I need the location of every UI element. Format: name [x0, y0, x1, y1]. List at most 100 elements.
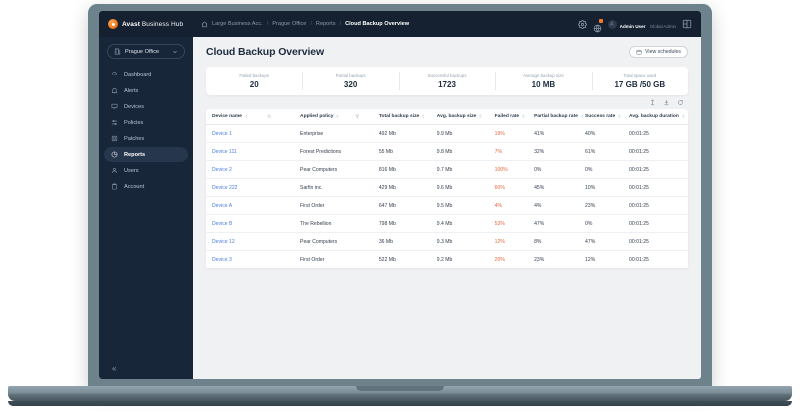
laptop-foot — [8, 401, 792, 406]
user-avatar-icon — [607, 19, 617, 29]
building-icon — [114, 48, 121, 55]
top-bar-actions: Admin User Global Admin — [577, 15, 701, 33]
device-link[interactable]: Device B — [212, 220, 233, 227]
sidebar-item-users[interactable]: Users — [104, 163, 188, 178]
column-header-total-backup-size[interactable]: Total backup size — [372, 109, 431, 125]
refresh-icon[interactable] — [677, 99, 684, 106]
breadcrumb-item-2[interactable]: Reports — [315, 21, 336, 27]
search-icon[interactable] — [267, 114, 272, 119]
user-icon — [112, 167, 117, 173]
table-row[interactable]: Device 222 Sarfin inc. 429 Mb 9.6 Mb 60%… — [206, 178, 688, 197]
sidebar-item-alerts[interactable]: Alerts — [104, 83, 188, 98]
brand-logo-area[interactable]: Avast Business Hub — [99, 19, 193, 29]
device-link[interactable]: Device 2 — [212, 166, 232, 173]
filter-icon[interactable] — [355, 114, 360, 119]
cell-avg-backup-size: 9.9 Mb — [430, 124, 489, 143]
cell-device-name[interactable]: Device B — [206, 214, 295, 233]
table-row[interactable]: Device 1 Enterprise 492 Mb 9.9 Mb 19% 41… — [206, 124, 688, 143]
app-window: Avast Business Hub Large Business Acc. /… — [99, 11, 701, 379]
user-role: Global Admin — [649, 24, 676, 30]
column-header-applied-policy[interactable]: Applied policy — [294, 109, 373, 125]
cell-device-name[interactable]: Device 222 — [206, 178, 295, 197]
cell-applied-policy: The Rebellion — [294, 214, 373, 233]
sidebar-item-dashboard[interactable]: Dashboard — [104, 67, 188, 82]
cell-failed-rate: 100% — [488, 160, 529, 179]
column-header-partial-backup-rate[interactable]: Partial backup rate — [528, 109, 584, 125]
cell-partial-backup-rate: 0% — [528, 160, 580, 179]
device-link[interactable]: Device 111 — [212, 148, 237, 155]
table-row[interactable]: Device 12 Pear Computers 36 Mb 9.3 Mb 12… — [206, 232, 688, 251]
sidebar-item-policies[interactable]: Policies — [104, 115, 188, 130]
column-header-avg-backup-size[interactable]: Avg. backup size — [430, 109, 489, 125]
chevron-down-icon — [173, 50, 177, 53]
cell-avg-backup-size: 9.7 Mb — [430, 160, 489, 179]
laptop-notch — [356, 386, 444, 391]
main-content: Cloud Backup Overview View schedules Fai… — [193, 37, 701, 379]
table-row[interactable]: Device B The Rebellion 798 Mb 9.4 Mb 53%… — [206, 214, 688, 233]
cell-device-name[interactable]: Device 2 — [206, 160, 295, 179]
avast-logo-icon — [108, 19, 118, 29]
breadcrumb-item-0[interactable]: Large Business Acc. — [212, 21, 263, 27]
cell-avg-backup-duration: 00:01:25 — [623, 196, 688, 215]
cell-failed-rate: 53% — [488, 214, 529, 233]
cell-total-backup-size: 816 Mb — [372, 160, 431, 179]
view-schedules-button[interactable]: View schedules — [629, 46, 688, 58]
stat-partial-backups: Partial backups 320 — [302, 67, 398, 95]
cell-avg-backup-size: 9.5 Mb — [430, 196, 489, 215]
table-row[interactable]: Device 111 Forest Predictions 55 Mb 9.8 … — [206, 142, 688, 161]
cell-device-name[interactable]: Device A — [206, 196, 295, 215]
sidebar-item-reports[interactable]: Reports — [104, 147, 188, 162]
sidebar-item-devices[interactable]: Devices — [104, 99, 188, 114]
page-title: Cloud Backup Overview — [206, 46, 325, 58]
cell-failed-rate: 4% — [488, 196, 529, 215]
calendar-icon — [636, 49, 642, 55]
sidebar-item-account[interactable]: Account — [104, 179, 188, 194]
cell-device-name[interactable]: Device 12 — [206, 232, 295, 251]
cell-total-backup-size: 522 Mb — [378, 256, 396, 263]
column-label: Partial backup rate — [534, 114, 578, 119]
cell-total-backup-size: 492 Mb — [372, 124, 431, 143]
office-selector[interactable]: Prague Office — [107, 44, 185, 59]
column-header-failed-rate[interactable]: Failed rate — [488, 109, 529, 125]
cell-applied-policy: Sarfin inc. — [294, 178, 373, 197]
table-row[interactable]: Device 2 Pear Computers 816 Mb 9.7 Mb 10… — [206, 160, 688, 179]
table-row[interactable]: Device 3 First Order 522 Mb 9.2 Mb 20% 2… — [206, 251, 688, 269]
breadcrumb: Large Business Acc. / Prague Office / Re… — [193, 20, 578, 28]
device-link[interactable]: Device 3 — [212, 256, 232, 263]
collapse-left-icon[interactable]: « — [112, 363, 117, 373]
column-label: Avg. backup size — [436, 114, 477, 119]
cell-partial-backup-rate: 32% — [528, 142, 580, 161]
cell-device-name[interactable]: Device 3 — [206, 251, 294, 269]
breadcrumb-item-1[interactable]: Prague Office — [272, 21, 307, 27]
laptop-base — [8, 386, 792, 401]
table-row[interactable]: Device A First Order 647 Mb 9.5 Mb 4% 4%… — [206, 196, 688, 215]
globe-icon[interactable] — [593, 18, 603, 33]
column-header-success-rate[interactable]: Success rate — [579, 109, 624, 125]
device-link[interactable]: Device A — [212, 202, 233, 209]
cell-applied-policy: Enterprise — [294, 124, 373, 143]
top-bar: Avast Business Hub Large Business Acc. /… — [99, 11, 701, 37]
sort-icon — [336, 114, 339, 119]
cell-success-rate: 23% — [579, 196, 624, 215]
column-header-avg-backup-duration[interactable]: Avg. backup duration — [623, 109, 688, 125]
column-header-device-name[interactable]: Device name — [206, 109, 295, 125]
gear-icon[interactable] — [577, 19, 587, 29]
download-icon[interactable] — [663, 99, 670, 106]
home-icon[interactable] — [201, 20, 208, 28]
device-link[interactable]: Device 12 — [212, 238, 235, 245]
apps-grid-icon[interactable] — [682, 19, 692, 29]
cell-device-name[interactable]: Device 1 — [206, 124, 295, 143]
breadcrumb-sep: / — [266, 21, 269, 27]
user-menu[interactable]: Admin User Global Admin — [607, 15, 676, 33]
column-label: Applied policy — [300, 114, 334, 119]
device-link[interactable]: Device 1 — [212, 130, 232, 137]
cell-success-rate: 0% — [579, 214, 624, 233]
patch-icon — [111, 135, 118, 142]
cell-avg-backup-size: 9.8 Mb — [430, 142, 489, 161]
stat-failed-backups: Failed backups 20 — [206, 67, 302, 95]
sidebar-item-patches[interactable]: Patches — [104, 131, 188, 146]
cell-device-name[interactable]: Device 111 — [206, 142, 295, 161]
columns-icon[interactable] — [649, 99, 656, 106]
device-link[interactable]: Device 222 — [212, 184, 238, 191]
stat-value: 20 — [249, 80, 259, 89]
